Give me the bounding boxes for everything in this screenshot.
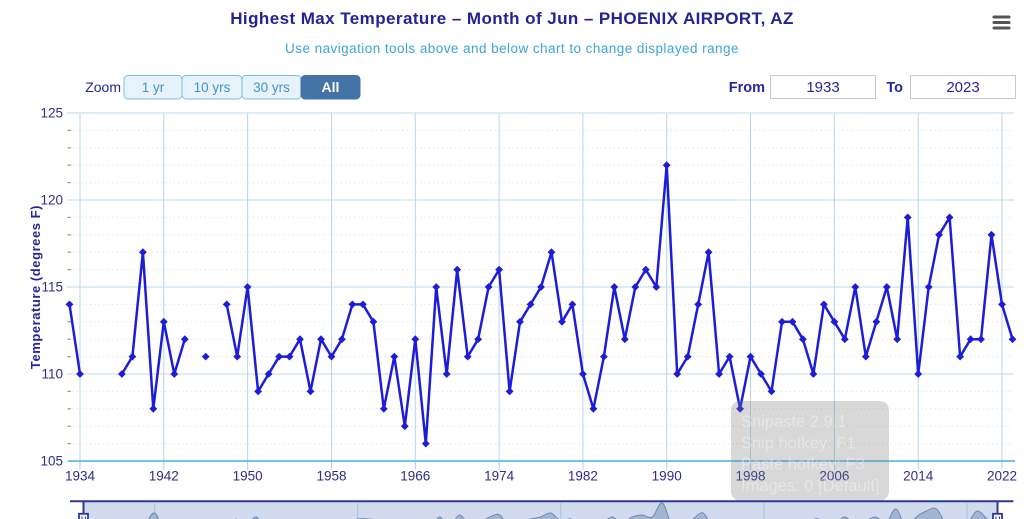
svg-text:110: 110 bbox=[41, 367, 63, 382]
svg-text:Snipaste 2.9.1: Snipaste 2.9.1 bbox=[741, 413, 847, 431]
svg-text:10 yrs: 10 yrs bbox=[194, 80, 231, 95]
svg-text:From: From bbox=[729, 80, 765, 96]
svg-text:1974: 1974 bbox=[484, 469, 515, 484]
svg-text:Temperature (degrees F): Temperature (degrees F) bbox=[28, 205, 43, 369]
svg-text:2022: 2022 bbox=[987, 469, 1017, 484]
svg-text:1966: 1966 bbox=[400, 469, 430, 484]
svg-text:Paste hotkey: F3: Paste hotkey: F3 bbox=[741, 456, 865, 474]
svg-text:Use navigation tools above and: Use navigation tools above and below cha… bbox=[285, 41, 739, 56]
svg-text:Snip hotkey: F1: Snip hotkey: F1 bbox=[741, 435, 856, 453]
svg-text:1950: 1950 bbox=[233, 469, 263, 484]
svg-text:125: 125 bbox=[40, 106, 63, 121]
svg-text:1990: 1990 bbox=[652, 469, 682, 484]
svg-text:1942: 1942 bbox=[149, 469, 179, 484]
svg-text:30 yrs: 30 yrs bbox=[253, 80, 290, 95]
svg-text:Highest Max Temperature – Mont: Highest Max Temperature – Month of Jun –… bbox=[230, 9, 794, 28]
svg-text:To: To bbox=[886, 80, 903, 96]
svg-text:2006: 2006 bbox=[819, 469, 849, 484]
svg-text:1958: 1958 bbox=[316, 469, 346, 484]
svg-text:1982: 1982 bbox=[568, 469, 598, 484]
svg-text:All: All bbox=[322, 79, 340, 95]
svg-text:115: 115 bbox=[41, 280, 63, 295]
svg-text:2023: 2023 bbox=[946, 79, 979, 96]
svg-text:105: 105 bbox=[40, 454, 63, 469]
svg-text:1933: 1933 bbox=[806, 79, 839, 96]
svg-text:Zoom: Zoom bbox=[85, 79, 121, 95]
svg-text:Images: 0 [Default]: Images: 0 [Default] bbox=[741, 477, 880, 495]
svg-text:1 yr: 1 yr bbox=[142, 80, 165, 95]
svg-text:1998: 1998 bbox=[735, 469, 765, 484]
svg-text:2014: 2014 bbox=[903, 469, 934, 484]
svg-text:120: 120 bbox=[40, 193, 63, 208]
svg-text:1934: 1934 bbox=[65, 469, 96, 484]
